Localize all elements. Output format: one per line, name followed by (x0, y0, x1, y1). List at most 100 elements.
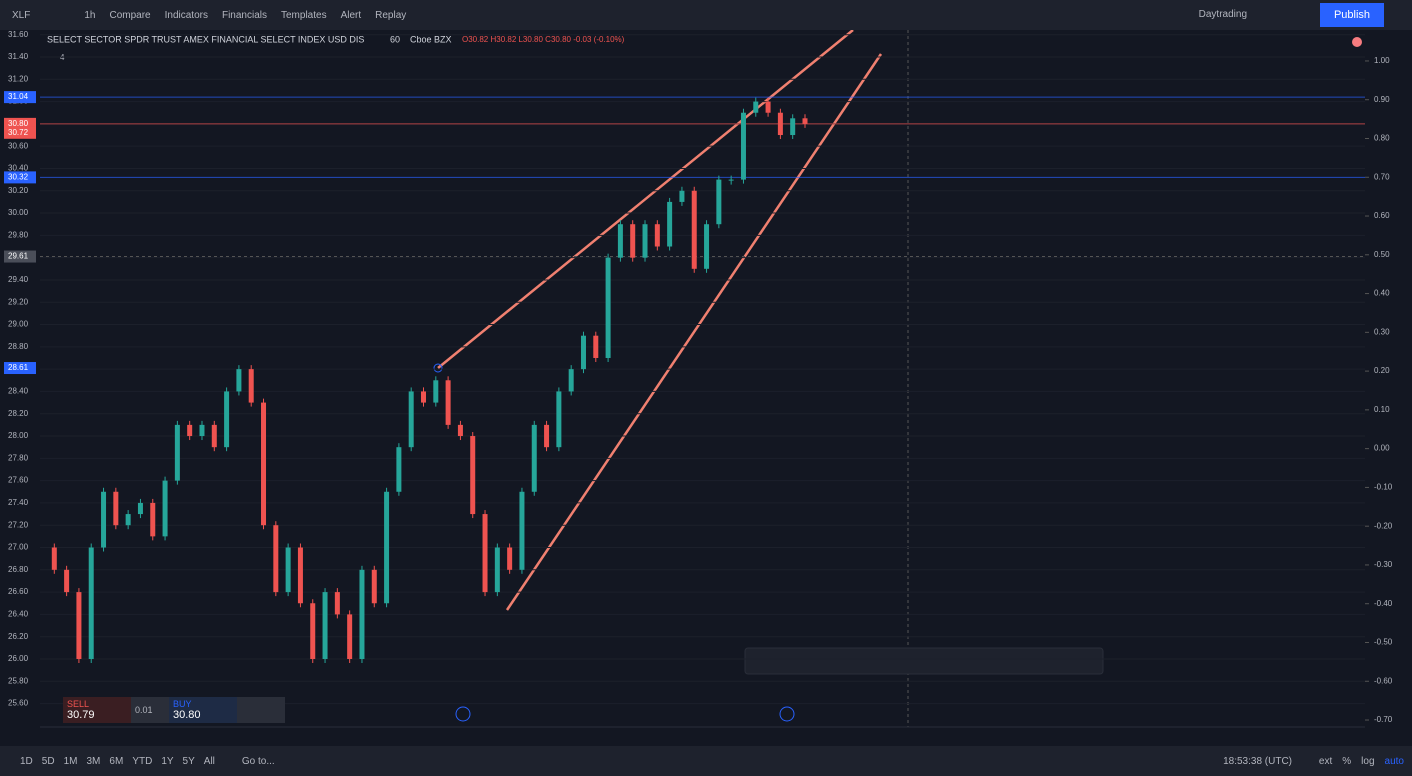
range[interactable]: 1Y (161, 755, 174, 767)
tool[interactable]: Replay (375, 9, 407, 21)
y-tick-label: 28.80 (8, 342, 29, 351)
y-tick-label: 27.00 (8, 543, 29, 552)
y-tick-label: 28.00 (8, 431, 29, 440)
price-label-bg (4, 250, 36, 263)
candle (654, 224, 660, 247)
buy-button[interactable]: BUY 30.80 (169, 697, 237, 723)
candle (359, 569, 365, 659)
candle (137, 502, 143, 515)
range[interactable]: 1D (20, 755, 33, 767)
sell-label: SELL (67, 699, 90, 709)
y2-tick-label: 0.80 (1374, 134, 1390, 143)
y2-tick-label: 0.30 (1374, 327, 1390, 336)
y-tick-label: 26.80 (8, 565, 29, 574)
y-tick-label: 25.80 (8, 676, 29, 685)
candle (125, 514, 131, 526)
candle (667, 201, 673, 247)
tool[interactable]: Alert (340, 9, 362, 21)
publish-button[interactable]: Publish (1320, 3, 1384, 27)
candle (630, 224, 636, 258)
candle (273, 525, 279, 593)
candle (261, 402, 267, 526)
y-tick-label: 29.40 (8, 275, 29, 284)
range[interactable]: YTD (132, 755, 153, 767)
chart-bg (0, 30, 1412, 746)
symbol[interactable]: XLF (12, 9, 31, 21)
candle (605, 257, 611, 358)
y-tick-label: 31.20 (8, 74, 29, 83)
option[interactable]: ext (1318, 755, 1333, 767)
candle (679, 190, 685, 202)
candle (593, 335, 599, 358)
candle (802, 118, 808, 124)
range[interactable]: 5D (41, 755, 55, 767)
y2-tick-label: -0.10 (1374, 483, 1393, 492)
candle (76, 592, 82, 659)
scale-options: ext% log auto (1319, 756, 1404, 767)
sell-button[interactable]: SELL 30.79 (63, 697, 131, 723)
y2-tick-label: -0.50 (1374, 638, 1393, 647)
candle (310, 603, 316, 659)
candle (384, 491, 390, 604)
y-tick-label: 30.00 (8, 208, 29, 217)
y-tick-label: 27.60 (8, 476, 29, 485)
drawing-toolbar[interactable] (744, 647, 1104, 675)
candle (347, 614, 353, 659)
option[interactable]: log (1361, 755, 1375, 767)
y-tick-label: 26.40 (8, 610, 29, 619)
candle (457, 424, 463, 437)
y-tick-label: 27.40 (8, 498, 29, 507)
y-tick-label: 28.20 (8, 409, 29, 418)
candle (421, 391, 426, 403)
trade-widget: SELL 30.79 0.01 BUY 30.80 (63, 697, 285, 723)
range[interactable]: 3M (86, 755, 101, 767)
legend-interval: 60 (390, 34, 400, 44)
candle (580, 335, 586, 370)
range[interactable]: 6M (109, 755, 124, 767)
candle (531, 424, 537, 492)
price-label: 30.80 (8, 119, 29, 128)
y-tick-label: 27.80 (8, 453, 29, 462)
candle (174, 424, 180, 481)
option[interactable]: auto (1384, 755, 1404, 767)
y-tick-label: 31.40 (8, 52, 29, 61)
clock: 18:53:38 (UTC) (1223, 755, 1292, 767)
legend-exchange: Cboe BZX (410, 34, 452, 44)
range[interactable]: All (203, 755, 215, 767)
candle (236, 369, 242, 392)
candle (482, 514, 488, 593)
y2-tick-label: 0.10 (1374, 405, 1390, 414)
range[interactable]: 1M (63, 755, 78, 767)
candle (765, 101, 771, 113)
y-tick-label: 30.60 (8, 141, 29, 150)
range[interactable]: 5Y (182, 755, 195, 767)
candle (248, 369, 254, 403)
y2-tick-label: 0.60 (1374, 211, 1390, 220)
candle (150, 502, 156, 537)
tool[interactable]: Financials (221, 9, 267, 21)
candle (334, 592, 340, 615)
price-label: 30.72 (8, 128, 29, 137)
y-tick-label: 27.20 (8, 520, 29, 529)
dividend-marker[interactable] (455, 706, 471, 722)
interval[interactable]: 1h (84, 9, 96, 21)
tool[interactable]: Templates (281, 9, 327, 21)
candle (297, 547, 303, 604)
goto[interactable]: Go to... (241, 755, 275, 767)
dividend-marker[interactable] (779, 706, 795, 722)
candle (740, 112, 746, 180)
y2-tick-label: -0.40 (1374, 599, 1393, 608)
option[interactable]: % (1342, 755, 1352, 767)
tool[interactable]: Indicators (164, 9, 208, 21)
candle (617, 224, 623, 258)
candle (101, 491, 107, 548)
y2-tick-label: 0.50 (1374, 250, 1390, 259)
candle (371, 569, 377, 604)
candle (507, 547, 513, 570)
time-axis (0, 727, 1412, 746)
price-label-bg (4, 91, 36, 104)
buy-label: BUY (173, 699, 192, 709)
layout[interactable]: Daytrading (1198, 9, 1247, 20)
tool[interactable]: Compare (109, 9, 151, 21)
